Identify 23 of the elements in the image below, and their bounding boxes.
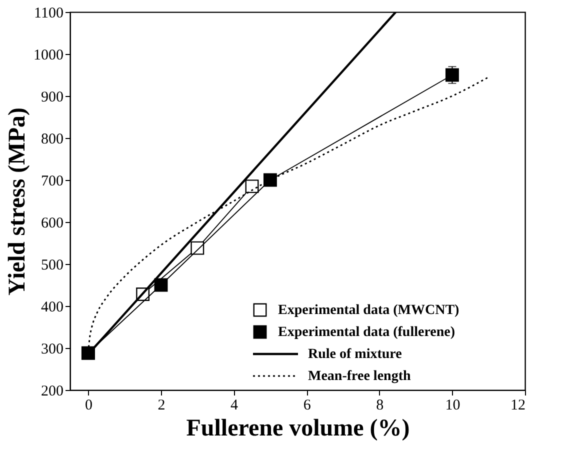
legend-label: Experimental data (MWCNT) — [278, 303, 460, 318]
y-axis-title: Yield stress (MPa) — [4, 108, 30, 296]
y-tick-label: 800 — [41, 132, 64, 148]
x-tick-label: 12 — [510, 398, 526, 414]
y-tick-label: 1000 — [34, 48, 64, 64]
y-tick-label: 1100 — [34, 6, 64, 22]
y-tick-label: 500 — [41, 258, 64, 274]
x-tick-label: 6 — [303, 398, 312, 414]
legend-label: Rule of mixture — [308, 347, 402, 362]
x-tick-label: 8 — [376, 398, 384, 414]
legend-label: Experimental data (fullerene) — [278, 325, 456, 340]
x-axis-title: Fullerene volume (%) — [186, 416, 410, 442]
legend-label: Mean-free length — [308, 369, 411, 384]
y-tick-label: 300 — [41, 342, 64, 358]
y-tick-label: 400 — [41, 300, 64, 316]
x-tick-label: 10 — [445, 398, 460, 414]
y-tick-label: 600 — [41, 216, 64, 232]
y-tick-label: 200 — [41, 384, 64, 400]
x-tick-label: 0 — [84, 398, 92, 414]
x-tick-label: 2 — [158, 398, 166, 414]
y-tick-label: 900 — [41, 90, 64, 106]
x-tick-label: 4 — [230, 398, 239, 414]
y-tick-label: 700 — [41, 174, 64, 190]
